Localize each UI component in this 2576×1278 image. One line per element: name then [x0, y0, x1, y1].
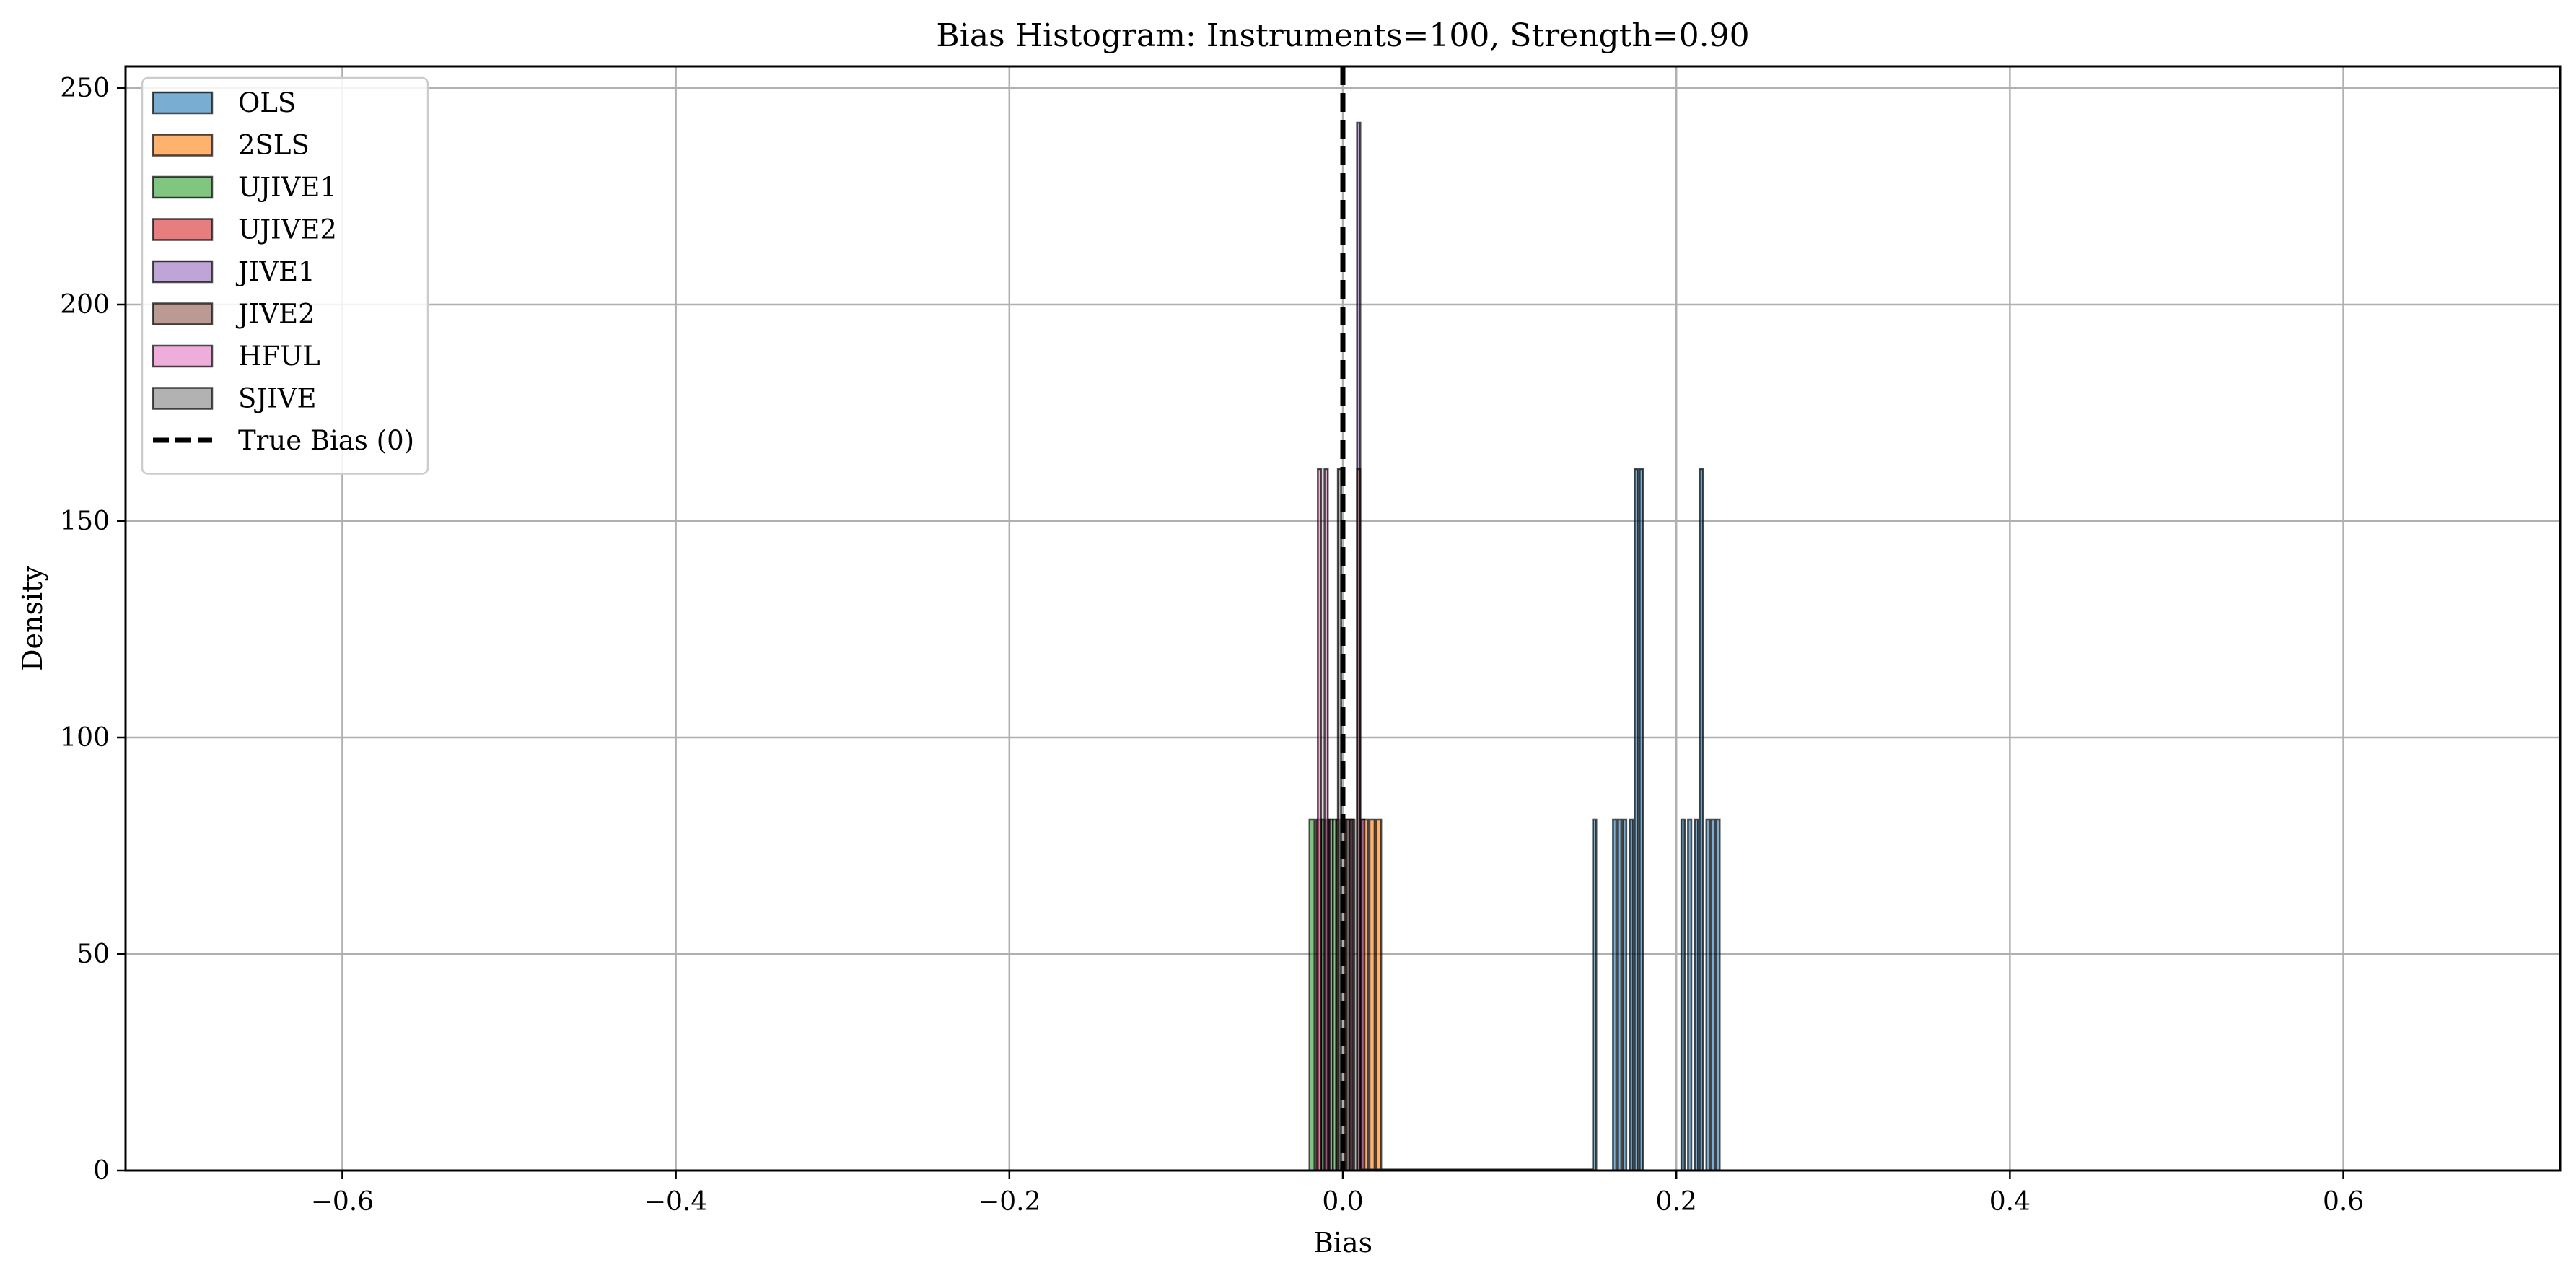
histogram-bar [1705, 818, 1711, 1172]
x-tick-label: 0.4 [1989, 1187, 2030, 1217]
histogram-bar [1617, 818, 1623, 1172]
histogram-bar [1629, 818, 1634, 1172]
legend-label: SJIVE [238, 383, 317, 414]
legend-label: UJIVE2 [238, 214, 337, 245]
legend-label: True Bias (0) [238, 425, 414, 456]
histogram-bar [1356, 468, 1362, 1172]
legend-swatch [152, 175, 214, 199]
legend-swatch [152, 260, 214, 284]
y-tick-label: 100 [60, 723, 110, 753]
histogram-bar [1612, 818, 1618, 1172]
histogram-bar [1323, 468, 1329, 1172]
histogram-bar [1345, 818, 1351, 1172]
histogram-bar [1694, 818, 1699, 1172]
histogram-bar [1699, 468, 1704, 1172]
legend-label: JIVE2 [235, 299, 315, 330]
x-tick-label: −0.6 [311, 1187, 374, 1217]
histogram-bar [1715, 818, 1721, 1172]
histogram-bar [1621, 818, 1628, 1172]
histogram-bar [1328, 818, 1334, 1172]
x-axis-ticks: −0.6 −0.4 −0.2 0.0 0.2 0.4 0.6 [311, 1170, 2364, 1217]
y-tick-label: 250 [60, 74, 110, 103]
legend: OLS 2SLS UJIVE1 UJIVE2 JIVE1 JIVE2 HFUL SJIVE Tr… [141, 76, 429, 475]
x-tick-label: 0.6 [2323, 1187, 2364, 1217]
histogram-bar [1687, 818, 1693, 1172]
histogram-bars [1308, 121, 1721, 1172]
histogram-bar [1639, 468, 1644, 1172]
chart-title: Bias Histogram: Instruments=100, Strengt… [936, 17, 1749, 54]
y-tick-label: 150 [60, 507, 110, 536]
series-sjive [1328, 468, 1351, 1172]
histogram-bar [1360, 818, 1366, 1172]
x-tick-label: −0.4 [644, 1187, 707, 1217]
y-axis-title: Density [17, 566, 48, 671]
histogram-bar [1634, 468, 1639, 1172]
series-ols [1592, 468, 1721, 1172]
y-tick-label: 50 [76, 940, 110, 969]
histogram-bar [1680, 818, 1686, 1172]
legend-label: HFUL [238, 341, 320, 372]
legend-swatch [152, 344, 214, 368]
histogram-bar [1368, 818, 1376, 1172]
legend-swatch [152, 302, 214, 325]
series-2sls [1362, 818, 1383, 1172]
x-tick-label: 0.0 [1322, 1187, 1363, 1217]
x-tick-label: −0.2 [978, 1187, 1041, 1217]
histogram-bar [1710, 818, 1716, 1172]
legend-box [141, 76, 429, 475]
y-tick-label: 0 [93, 1156, 110, 1186]
legend-swatch [152, 218, 214, 241]
x-axis-title: Bias [1313, 1227, 1372, 1259]
x-tick-label: 0.2 [1656, 1187, 1697, 1217]
histogram-bar [1592, 818, 1598, 1172]
legend-label: UJIVE1 [238, 172, 337, 203]
legend-swatch [152, 134, 214, 157]
legend-label: JIVE1 [235, 256, 315, 287]
histogram-bar [1317, 468, 1323, 1172]
histogram-bar [1375, 818, 1383, 1172]
histogram-bar [1308, 818, 1315, 1172]
legend-swatch [152, 91, 214, 115]
legend-label: OLS [238, 87, 296, 118]
legend-label: 2SLS [238, 130, 310, 161]
legend-swatch [152, 387, 214, 410]
y-axis-ticks: 0 50 100 150 200 250 [60, 74, 126, 1186]
y-tick-label: 200 [60, 290, 110, 320]
